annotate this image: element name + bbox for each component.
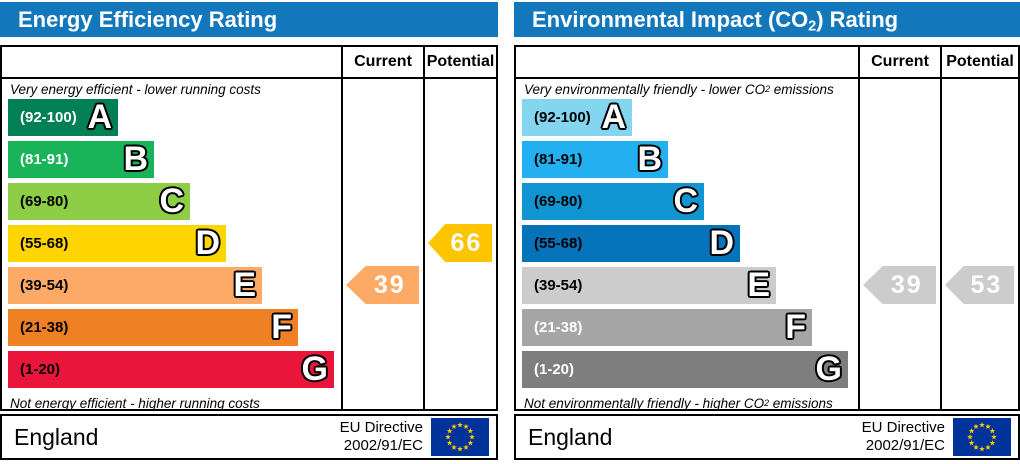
eu-flag-icon [953, 418, 1011, 456]
band-row-c: (69-80) C [8, 183, 496, 220]
band-range-label: (39-54) [20, 277, 69, 294]
band-letter: B [637, 139, 662, 178]
current-rating-value: 39 [373, 270, 406, 299]
current-column-header: Current [354, 53, 412, 70]
band-bar-g: (1-20) G [522, 351, 848, 388]
table-header-row [516, 47, 1018, 79]
region-label: England [14, 423, 99, 450]
potential-column: Potential 66 [423, 47, 496, 409]
band-letter: F [785, 307, 806, 346]
band-letter: E [747, 265, 770, 304]
band-row-g: (1-20) G [8, 351, 496, 388]
band-zone: Very environmentally friendly - lower CO… [516, 79, 1018, 411]
band-row-a: (92-100) A [8, 99, 496, 136]
band-range-label: (81-91) [20, 151, 69, 168]
rating-table: Very environmentally friendly - lower CO… [514, 45, 1020, 411]
band-bar-d: (55-68) D [522, 225, 740, 262]
eu-directive-label: EU Directive 2002/91/EC [861, 419, 945, 454]
chart-title: Environmental Impact (CO2) Rating [532, 7, 899, 35]
band-letter: G [301, 349, 328, 388]
band-range-label: (55-68) [20, 235, 69, 252]
band-bar-e: (39-54) E [8, 267, 262, 304]
eu-flag-icon [431, 418, 489, 456]
bottom-caption: Not energy efficient - higher running co… [10, 395, 260, 411]
band-row-d: (55-68) D [522, 225, 1018, 262]
band-row-e: (39-54) E [8, 267, 496, 304]
current-rating-arrow: 39 [863, 266, 936, 304]
band-bar-b: (81-91) B [522, 141, 668, 178]
chart-footer: England EU Directive 2002/91/EC [514, 414, 1020, 460]
band-range-label: (92-100) [20, 109, 77, 126]
current-rating-value: 39 [890, 270, 923, 299]
potential-column: Potential 53 [940, 47, 1018, 409]
top-caption: Very energy efficient - lower running co… [10, 81, 261, 97]
potential-rating-value: 66 [450, 228, 483, 257]
band-bar-c: (69-80) C [522, 183, 704, 220]
band-row-b: (81-91) B [8, 141, 496, 178]
band-bar-f: (21-38) F [522, 309, 812, 346]
current-column: Current 39 [858, 47, 940, 409]
band-letter: F [271, 307, 292, 346]
chart-title: Energy Efficiency Rating [18, 7, 278, 32]
band-range-label: (55-68) [534, 235, 583, 252]
bottom-caption: Not environmentally friendly - higher CO… [524, 395, 833, 411]
potential-rating-arrow: 53 [945, 266, 1014, 304]
eu-directive-label: EU Directive 2002/91/EC [339, 419, 423, 454]
chart-title-bar: Energy Efficiency Rating [0, 2, 498, 37]
band-letter: C [159, 181, 184, 220]
region-label: England [528, 423, 613, 450]
band-row-d: (55-68) D [8, 225, 496, 262]
band-letter: E [233, 265, 256, 304]
potential-column-header: Potential [946, 53, 1014, 70]
environmental-impact-chart: Environmental Impact (CO2) Rating Very e… [514, 2, 1020, 460]
band-range-label: (21-38) [534, 319, 583, 336]
band-row-e: (39-54) E [522, 267, 1018, 304]
band-bar-d: (55-68) D [8, 225, 226, 262]
band-range-label: (69-80) [534, 193, 583, 210]
band-letter: G [815, 349, 842, 388]
band-row-f: (21-38) F [8, 309, 496, 346]
current-column-header: Current [871, 53, 929, 70]
band-bar-g: (1-20) G [8, 351, 334, 388]
current-rating-arrow: 39 [346, 266, 419, 304]
band-bar-c: (69-80) C [8, 183, 190, 220]
band-range-label: (39-54) [534, 277, 583, 294]
band-range-label: (81-91) [534, 151, 583, 168]
band-row-f: (21-38) F [522, 309, 1018, 346]
band-letter: D [195, 223, 220, 262]
band-range-label: (1-20) [534, 361, 575, 378]
band-range-label: (21-38) [20, 319, 69, 336]
band-bar-b: (81-91) B [8, 141, 154, 178]
band-range-label: (69-80) [20, 193, 69, 210]
potential-rating-value: 53 [970, 270, 1003, 299]
band-row-b: (81-91) B [522, 141, 1018, 178]
band-letter: D [709, 223, 734, 262]
chart-footer: England EU Directive 2002/91/EC [0, 414, 498, 460]
table-header-row [2, 47, 496, 79]
current-column: Current 39 [341, 47, 423, 409]
band-row-g: (1-20) G [522, 351, 1018, 388]
top-caption: Very environmentally friendly - lower CO… [524, 81, 834, 97]
potential-rating-arrow: 66 [428, 224, 492, 262]
band-bar-f: (21-38) F [8, 309, 298, 346]
band-letter: B [123, 139, 148, 178]
band-bar-e: (39-54) E [522, 267, 776, 304]
band-zone: Very energy efficient - lower running co… [2, 79, 496, 411]
band-bar-a: (92-100) A [8, 99, 118, 136]
band-letter: C [673, 181, 698, 220]
band-range-label: (1-20) [20, 361, 61, 378]
band-range-label: (92-100) [534, 109, 591, 126]
rating-table: Very energy efficient - lower running co… [0, 45, 498, 411]
potential-column-header: Potential [426, 53, 495, 70]
band-row-c: (69-80) C [522, 183, 1018, 220]
energy-efficiency-chart: Energy Efficiency Rating Very energy eff… [0, 2, 498, 460]
band-letter: A [87, 97, 112, 136]
band-row-a: (92-100) A [522, 99, 1018, 136]
band-bar-a: (92-100) A [522, 99, 632, 136]
band-letter: A [601, 97, 626, 136]
chart-title-bar: Environmental Impact (CO2) Rating [514, 2, 1020, 37]
